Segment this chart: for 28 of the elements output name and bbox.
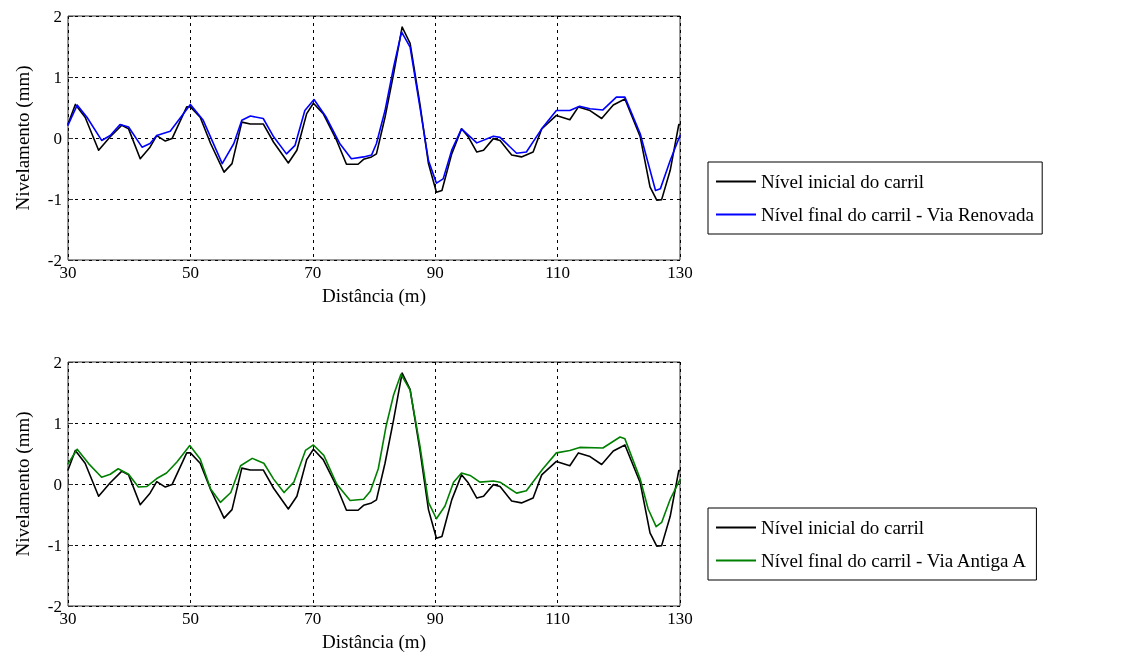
x-tick-label: 30: [59, 263, 77, 282]
y-tick-label: 0: [53, 474, 62, 494]
x-tick-label: 30: [59, 609, 77, 628]
x-axis-title: Distância (m): [322, 630, 426, 653]
y-tick-label: 2: [53, 6, 62, 26]
y-tick-label: 1: [53, 413, 62, 433]
y-tick-label: -1: [47, 535, 62, 555]
legend-label: Nível inicial do carril: [761, 517, 925, 538]
x-tick-label: 110: [545, 263, 571, 282]
legend-label: Nível inicial do carril: [761, 171, 925, 192]
y-axis-title: Nivelamento (mm): [12, 411, 34, 557]
x-tick-label: 130: [667, 609, 693, 628]
y-tick-label: 2: [53, 352, 62, 372]
x-tick-label: 130: [667, 263, 693, 282]
x-tick-label: 110: [545, 609, 571, 628]
x-tick-label: 70: [304, 609, 322, 628]
x-tick-label: 70: [304, 263, 322, 282]
y-axis-title: Nivelamento (mm): [12, 65, 34, 211]
y-tick-label: -1: [47, 189, 62, 209]
x-tick-label: 90: [426, 609, 444, 628]
x-tick-label: 90: [426, 263, 444, 282]
y-tick-label: 0: [53, 128, 62, 148]
legend-label: Nível final do carril - Via Antiga A: [761, 550, 1027, 571]
legend-label: Nível final do carril - Via Renovada: [761, 204, 1035, 225]
y-tick-label: 1: [53, 67, 62, 87]
x-axis-title: Distância (m): [322, 284, 426, 307]
x-tick-label: 50: [181, 263, 199, 282]
x-tick-label: 50: [181, 609, 199, 628]
